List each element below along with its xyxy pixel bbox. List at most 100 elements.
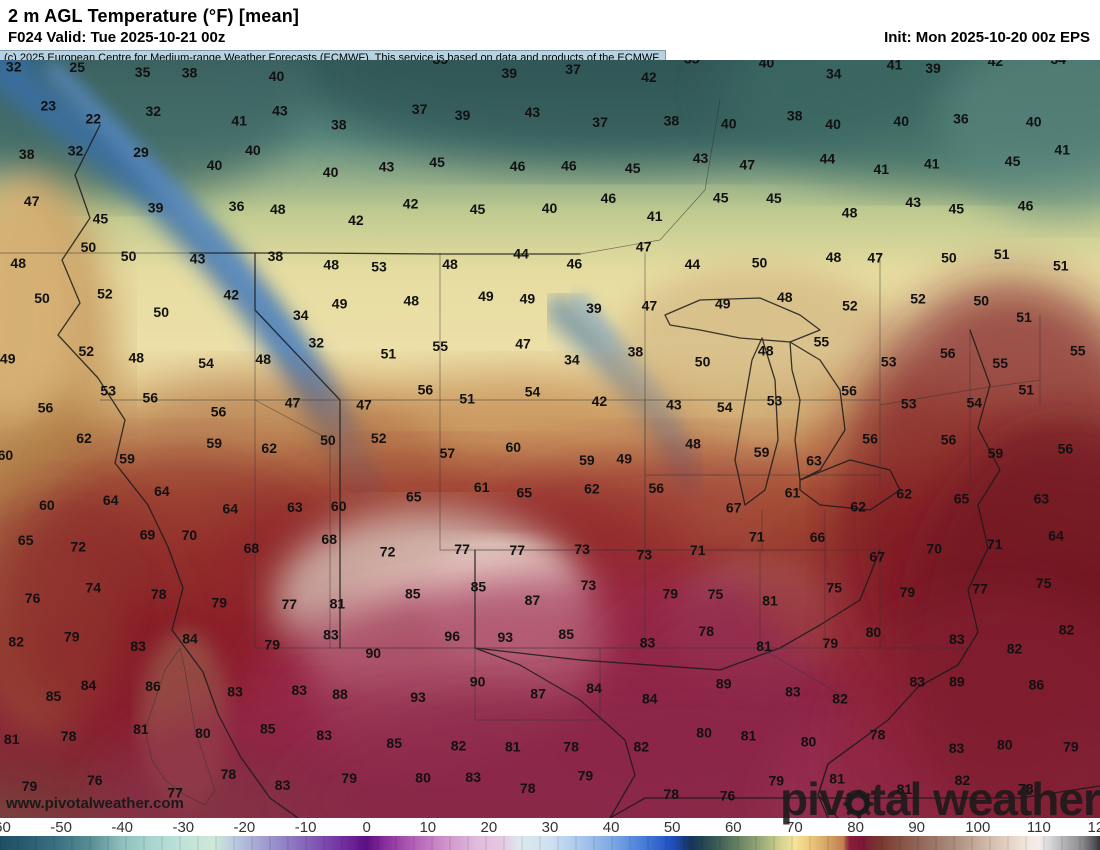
svg-text:96: 96 [444,628,460,644]
svg-text:40: 40 [245,142,261,158]
svg-text:81: 81 [741,728,757,744]
svg-text:40: 40 [323,164,339,180]
svg-text:41: 41 [924,155,940,171]
svg-text:29: 29 [133,144,149,160]
svg-text:89: 89 [716,675,732,691]
svg-text:40: 40 [759,60,775,71]
svg-text:40: 40 [269,68,285,84]
svg-text:83: 83 [275,777,291,793]
svg-text:23: 23 [41,97,57,113]
svg-text:48: 48 [758,343,774,359]
svg-text:86: 86 [145,678,161,694]
svg-text:76: 76 [25,590,41,606]
svg-text:83: 83 [465,769,481,785]
svg-text:62: 62 [584,480,600,496]
svg-text:45: 45 [93,210,109,226]
svg-text:39: 39 [148,199,164,215]
svg-text:63: 63 [1034,491,1050,507]
svg-text:41: 41 [647,208,663,224]
svg-text:81: 81 [762,593,778,609]
svg-text:83: 83 [949,740,965,756]
svg-text:85: 85 [471,579,487,595]
svg-text:83: 83 [910,674,926,690]
svg-text:82: 82 [8,634,24,650]
svg-text:32: 32 [146,103,162,119]
svg-text:53: 53 [767,392,783,408]
svg-text:90: 90 [366,645,382,661]
svg-text:83: 83 [227,684,243,700]
svg-text:62: 62 [76,430,92,446]
svg-text:48: 48 [323,257,339,273]
svg-text:48: 48 [842,205,858,221]
svg-text:73: 73 [637,546,653,562]
svg-text:64: 64 [223,501,239,517]
svg-text:43: 43 [905,194,921,210]
svg-text:78: 78 [61,728,77,744]
svg-text:83: 83 [785,683,801,699]
svg-text:77: 77 [972,580,988,596]
svg-text:52: 52 [842,298,858,314]
svg-text:93: 93 [410,689,426,705]
svg-text:59: 59 [988,445,1004,461]
svg-text:41: 41 [231,112,247,128]
svg-text:67: 67 [726,500,742,516]
svg-text:71: 71 [987,536,1003,552]
svg-text:49: 49 [520,291,536,307]
svg-text:52: 52 [910,291,926,307]
svg-text:35: 35 [135,64,151,80]
svg-text:51: 51 [1019,381,1035,397]
svg-text:79: 79 [900,584,916,600]
svg-text:34: 34 [1051,60,1067,67]
svg-text:77: 77 [509,542,525,558]
svg-text:56: 56 [841,382,857,398]
svg-text:80: 80 [801,734,817,750]
svg-text:81: 81 [4,731,20,747]
svg-text:54: 54 [967,395,983,411]
svg-text:78: 78 [520,780,536,796]
svg-text:42: 42 [988,60,1004,69]
svg-text:54: 54 [717,399,733,415]
svg-text:43: 43 [379,159,395,175]
svg-text:51: 51 [1016,309,1032,325]
svg-text:50: 50 [752,254,768,270]
svg-text:56: 56 [38,399,54,415]
svg-text:65: 65 [406,489,422,505]
svg-text:51: 51 [994,246,1010,262]
svg-text:60: 60 [39,497,55,513]
svg-text:51: 51 [459,391,475,407]
svg-text:34: 34 [564,351,580,367]
svg-text:84: 84 [81,677,97,693]
svg-text:48: 48 [270,201,286,217]
svg-text:41: 41 [887,60,903,72]
svg-text:87: 87 [525,592,541,608]
svg-text:50: 50 [121,248,137,264]
svg-text:47: 47 [24,193,40,209]
svg-text:87: 87 [530,686,546,702]
svg-text:44: 44 [820,150,836,166]
svg-text:75: 75 [827,580,843,596]
svg-text:79: 79 [663,585,679,601]
svg-text:22: 22 [86,111,102,127]
svg-text:80: 80 [866,624,882,640]
svg-text:82: 82 [451,738,467,754]
svg-text:40: 40 [893,113,909,129]
svg-text:64: 64 [103,492,119,508]
svg-text:74: 74 [85,580,101,596]
svg-text:56: 56 [941,432,957,448]
svg-text:75: 75 [708,586,724,602]
svg-text:67: 67 [869,548,885,564]
svg-text:55: 55 [432,338,448,354]
svg-text:66: 66 [810,529,826,545]
svg-text:46: 46 [601,190,617,206]
svg-text:45: 45 [470,201,486,217]
svg-text:46: 46 [510,158,526,174]
svg-text:51: 51 [381,345,397,361]
svg-text:81: 81 [505,739,521,755]
svg-text:65: 65 [517,484,533,500]
svg-text:43: 43 [272,103,288,119]
svg-text:55: 55 [1070,343,1086,359]
svg-text:48: 48 [826,249,842,265]
svg-text:81: 81 [756,638,772,654]
svg-text:85: 85 [558,626,574,642]
svg-text:34: 34 [826,65,842,81]
